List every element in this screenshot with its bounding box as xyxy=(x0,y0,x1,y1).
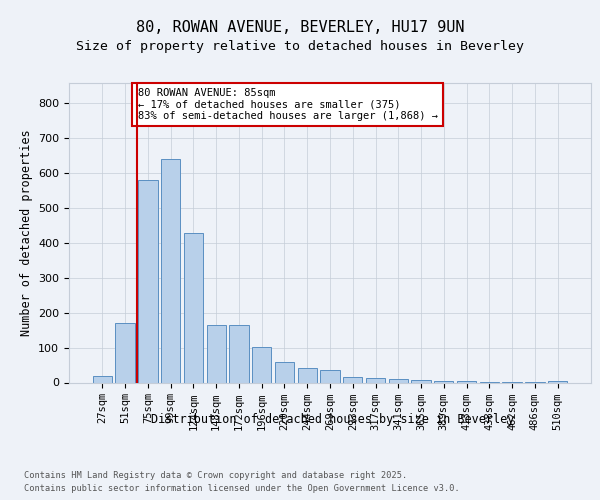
Bar xyxy=(343,378,362,382)
Text: Contains HM Land Registry data © Crown copyright and database right 2025.: Contains HM Land Registry data © Crown c… xyxy=(24,470,407,480)
Bar xyxy=(298,368,317,382)
Bar xyxy=(206,325,226,382)
Bar xyxy=(184,232,203,382)
Bar xyxy=(412,380,431,382)
Bar xyxy=(366,378,385,382)
Bar xyxy=(548,381,567,382)
Text: Contains public sector information licensed under the Open Government Licence v3: Contains public sector information licen… xyxy=(24,484,460,493)
Bar xyxy=(252,346,271,382)
Text: Size of property relative to detached houses in Beverley: Size of property relative to detached ho… xyxy=(76,40,524,53)
Bar xyxy=(138,180,158,382)
Bar xyxy=(93,376,112,382)
Bar xyxy=(275,362,294,382)
Bar xyxy=(457,381,476,382)
Bar xyxy=(389,379,408,382)
Text: 80 ROWAN AVENUE: 85sqm
← 17% of detached houses are smaller (375)
83% of semi-de: 80 ROWAN AVENUE: 85sqm ← 17% of detached… xyxy=(137,88,437,121)
Bar xyxy=(320,370,340,382)
Bar xyxy=(229,325,248,382)
Bar xyxy=(434,381,454,382)
Text: Distribution of detached houses by size in Beverley: Distribution of detached houses by size … xyxy=(151,412,515,426)
Bar xyxy=(161,159,181,382)
Text: 80, ROWAN AVENUE, BEVERLEY, HU17 9UN: 80, ROWAN AVENUE, BEVERLEY, HU17 9UN xyxy=(136,20,464,36)
Bar xyxy=(115,323,135,382)
Y-axis label: Number of detached properties: Number of detached properties xyxy=(20,129,32,336)
